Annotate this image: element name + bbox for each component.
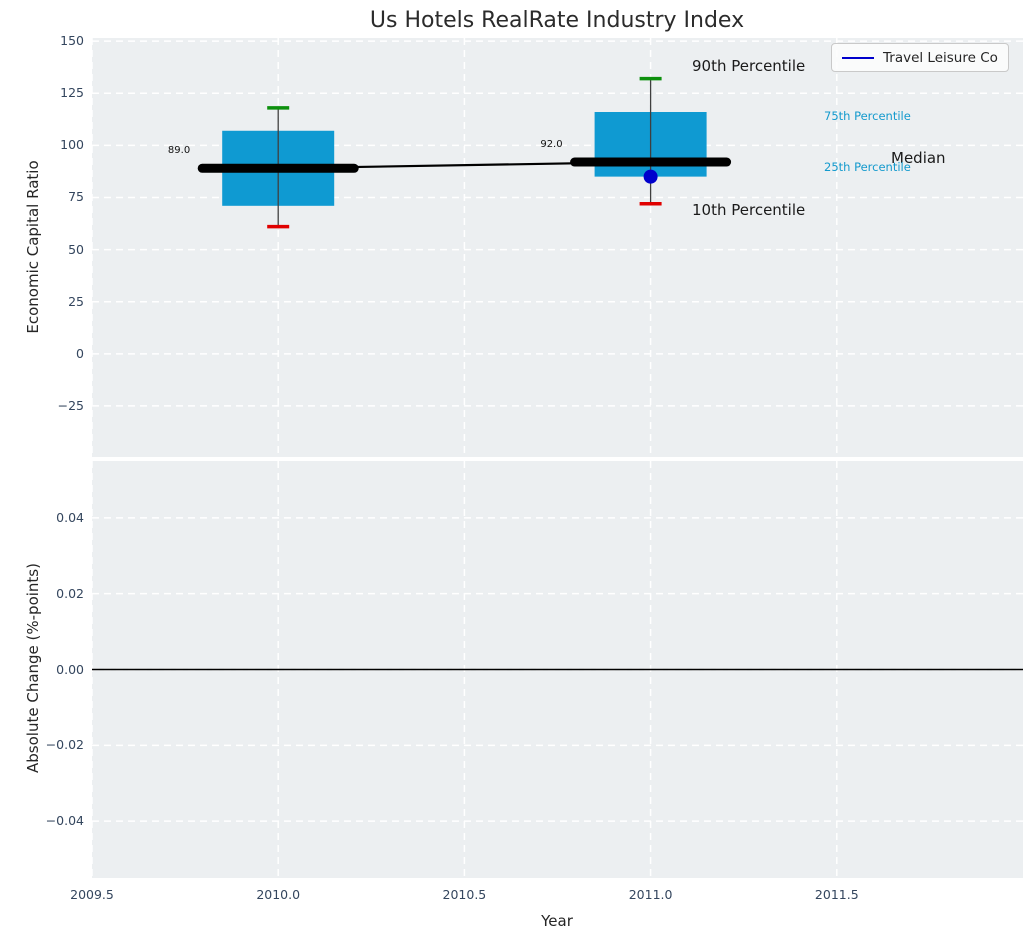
x-tick-label: 2010.0 xyxy=(238,886,318,904)
plot-canvas xyxy=(92,38,1023,457)
annotation-25th-percentile: 25th Percentile xyxy=(824,160,911,174)
legend: Travel Leisure Co xyxy=(831,43,1009,72)
y-tick-label: 150 xyxy=(0,32,84,50)
y-tick-label: 50 xyxy=(0,241,84,259)
y-tick-label: 0.04 xyxy=(0,509,84,527)
y-tick-label: −0.04 xyxy=(0,812,84,830)
y-tick-label: −0.02 xyxy=(0,736,84,754)
y-tick-label: 25 xyxy=(0,293,84,311)
x-tick-label: 2009.5 xyxy=(52,886,132,904)
company-point xyxy=(644,170,658,184)
annotation-10th-percentile: 10th Percentile xyxy=(692,201,805,219)
x-tick-label: 2010.5 xyxy=(424,886,504,904)
chart-title: Us Hotels RealRate Industry Index xyxy=(370,8,744,33)
figure: Us Hotels RealRate Industry Index Econom… xyxy=(0,0,1034,942)
y-tick-label: 75 xyxy=(0,188,84,206)
x-tick-label: 2011.0 xyxy=(611,886,691,904)
median-value-label: 89.0 xyxy=(110,145,190,156)
top-plot-area xyxy=(92,38,1023,457)
plot-canvas xyxy=(92,461,1023,878)
annotation-90th-percentile: 90th Percentile xyxy=(692,57,805,75)
x-axis-label: Year xyxy=(541,912,573,930)
legend-label: Travel Leisure Co xyxy=(883,50,998,66)
y-tick-label: −25 xyxy=(0,397,84,415)
annotation-75th-percentile: 75th Percentile xyxy=(824,109,911,123)
median-value-label: 92.0 xyxy=(483,139,563,150)
y-tick-label: 0.00 xyxy=(0,661,84,679)
x-tick-label: 2011.5 xyxy=(797,886,877,904)
y-tick-label: 0 xyxy=(0,345,84,363)
y-tick-label: 100 xyxy=(0,136,84,154)
legend-line-swatch xyxy=(842,57,874,59)
y-tick-label: 125 xyxy=(0,84,84,102)
bottom-plot-area xyxy=(92,461,1023,878)
y-tick-label: 0.02 xyxy=(0,585,84,603)
